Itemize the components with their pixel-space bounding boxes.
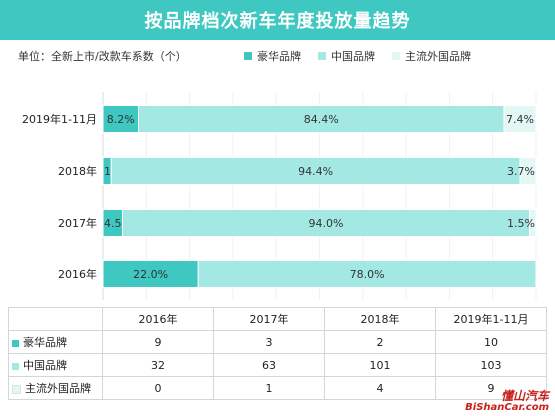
table-row: 中国品牌 32 63 101 103	[8, 353, 547, 377]
legend-item-foreign: 主流外国品牌	[392, 48, 471, 64]
data-label-chinese: 94.0%	[309, 217, 344, 230]
legend-swatch-luxury	[244, 52, 252, 60]
bar-segment-chinese	[197, 260, 537, 288]
unit-label: 单位：全新上市/改款车系数（个）	[18, 50, 187, 63]
row-label: 主流外国品牌	[25, 382, 91, 395]
row-label: 豪华品牌	[23, 336, 67, 349]
row-swatch-chinese	[12, 362, 19, 370]
table-cell: 101	[324, 353, 436, 377]
data-label-chinese: 94.4%	[298, 165, 333, 178]
table-cell: 10	[435, 330, 547, 354]
table-row: 主流外国品牌 0 1 4 9	[8, 376, 547, 400]
category-label: 2017年	[58, 216, 97, 230]
table-row-header: 中国品牌	[8, 353, 103, 377]
legend-swatch-chinese	[318, 52, 326, 60]
data-label-chinese: 78.0%	[350, 268, 385, 281]
category-label: 2018年	[58, 164, 97, 178]
data-label-foreign: 3.7%	[507, 165, 535, 178]
data-label-foreign: 7.4%	[506, 113, 534, 126]
row-swatch-foreign	[12, 384, 21, 394]
bar-segment-foreign	[519, 157, 537, 185]
category-label: 2016年	[58, 267, 97, 281]
watermark-line2: BiShanCar.com	[465, 402, 549, 413]
table-row-header: 主流外国品牌	[8, 376, 103, 400]
legend-swatch-foreign	[392, 52, 400, 60]
bar-segment-chinese	[110, 157, 521, 185]
table-cell: 32	[102, 353, 214, 377]
data-label-luxury: 8.2%	[107, 113, 135, 126]
row-label: 中国品牌	[23, 359, 67, 372]
table-cell: 4	[324, 376, 436, 400]
table-cell: 0	[102, 376, 214, 400]
table-cell: 9	[102, 330, 214, 354]
bar-segment-chinese	[138, 105, 505, 133]
bar-segment-foreign	[503, 105, 537, 133]
data-label-luxury: 22.0%	[133, 268, 168, 281]
data-table: 2016年 2017年 2018年 2019年1-11月 豪华品牌 9 3 2 …	[8, 307, 547, 400]
table-header-cell: 2018年	[324, 307, 436, 331]
table-cell: 63	[213, 353, 325, 377]
table-header-cell: 2016年	[102, 307, 214, 331]
watermark-line1: 懂山汽车	[500, 389, 549, 403]
table-header-cell: 2017年	[213, 307, 325, 331]
table-cell: 3	[213, 330, 325, 354]
data-label-foreign: 1.5%	[507, 217, 535, 230]
table-header-row: 2016年 2017年 2018年 2019年1-11月	[8, 307, 547, 331]
bar-segment-luxury	[102, 260, 199, 288]
table-cell: 1	[213, 376, 325, 400]
legend-label-chinese: 中国品牌	[331, 50, 375, 63]
table-corner-cell	[8, 307, 103, 331]
legend-label-foreign: 主流外国品牌	[405, 50, 471, 63]
table-row: 豪华品牌 9 3 2 10	[8, 330, 547, 354]
category-label: 2019年1-11月	[22, 112, 97, 126]
legend-item-luxury: 豪华品牌	[244, 48, 301, 64]
data-label-chinese: 84.4%	[304, 113, 339, 126]
legend-label-luxury: 豪华品牌	[257, 50, 301, 63]
table-cell: 9	[435, 376, 547, 400]
title-bar: 按品牌档次新车年度投放量趋势	[0, 0, 555, 40]
chart-title: 按品牌档次新车年度投放量趋势	[144, 11, 411, 32]
table-cell: 103	[435, 353, 547, 377]
row-swatch-luxury	[12, 339, 19, 347]
bar-segment-luxury	[102, 105, 140, 133]
chart-plot: 2019年1-11月8.2%84.4%7.4%2018年1.9%94.4%3.7…	[22, 92, 537, 300]
bar-segment-foreign	[529, 209, 537, 237]
watermark: 懂山汽车 BiShanCar.com	[465, 390, 549, 414]
legend-item-chinese: 中国品牌	[318, 48, 375, 64]
table-row-header: 豪华品牌	[8, 330, 103, 354]
table-header-cell: 2019年1-11月	[435, 307, 547, 331]
table-cell: 2	[324, 330, 436, 354]
